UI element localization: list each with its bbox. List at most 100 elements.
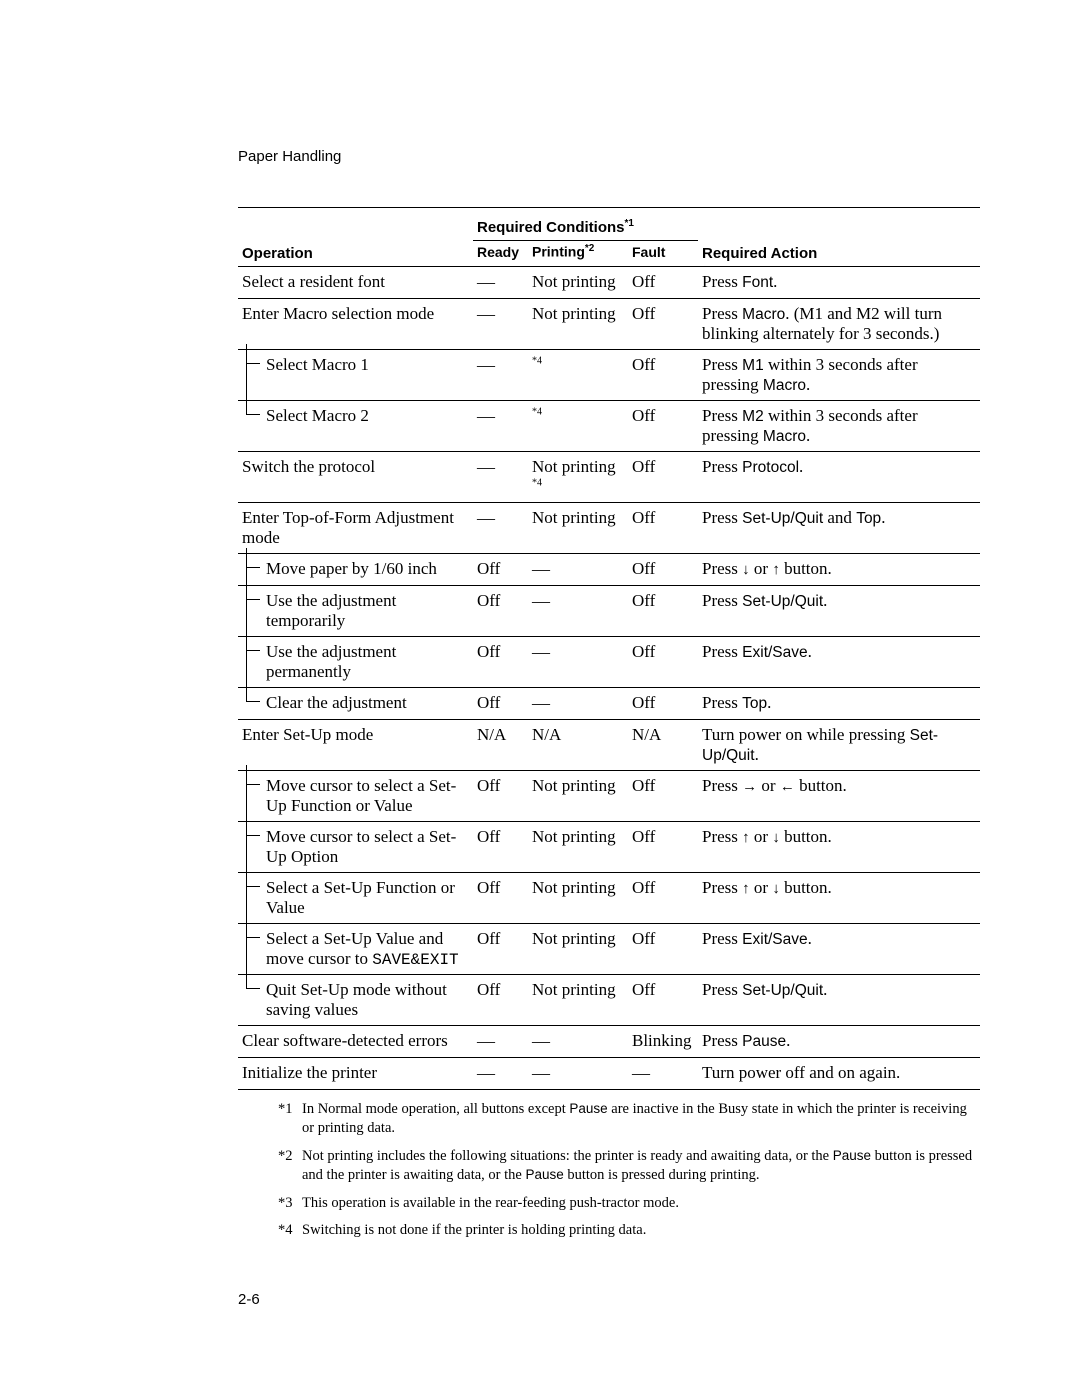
- footnote: *1 In Normal mode operation, all buttons…: [278, 1100, 980, 1139]
- cell-operation: Select a Set-Up Value and move cursor to…: [238, 923, 473, 974]
- footnotes: *1 In Normal mode operation, all buttons…: [238, 1100, 980, 1241]
- button-label: Pause: [525, 1167, 563, 1182]
- button-label: Top: [856, 510, 881, 527]
- sup: *4: [532, 355, 542, 366]
- cell-printing: *4: [528, 400, 628, 451]
- cell-operation: Clear software-detected errors: [238, 1025, 473, 1057]
- text: Press: [702, 355, 742, 374]
- footnote-mark: *3: [278, 1194, 302, 1214]
- text: .: [823, 591, 827, 610]
- button-label: Exit/Save: [742, 644, 807, 661]
- button-label: Macro: [742, 306, 785, 323]
- table-row: Clear the adjustment Off — Off Press Top…: [238, 687, 980, 719]
- table-row: Quit Set-Up mode without saving values O…: [238, 974, 980, 1025]
- cell-action: Press Top.: [698, 687, 980, 719]
- cell-operation: Enter Top-of-Form Adjustment mode: [238, 502, 473, 553]
- footnote-text: In Normal mode operation, all buttons ex…: [302, 1100, 980, 1139]
- table-row: Use the adjustment permanently Off — Off…: [238, 636, 980, 687]
- table-row: Enter Top-of-Form Adjustment mode — Not …: [238, 502, 980, 553]
- text: Press: [702, 272, 742, 291]
- cell-ready: —: [473, 502, 528, 553]
- cell-fault: Off: [628, 770, 698, 821]
- cell-printing: N/A: [528, 719, 628, 770]
- footnote-text: Switching is not done if the printer is …: [302, 1221, 646, 1241]
- cell-action: Press Exit/Save.: [698, 636, 980, 687]
- section-header: Paper Handling: [238, 148, 980, 165]
- cell-operation: Use the adjustment permanently: [238, 636, 473, 687]
- col-cond-sup: *1: [625, 218, 634, 229]
- button-label: Set-Up/Quit: [742, 593, 823, 610]
- mono-text: SAVE&EXIT: [372, 951, 458, 969]
- cell-action: Press Macro. (M1 and M2 will turn blinki…: [698, 298, 980, 349]
- table-row: Enter Macro selection mode — Not printin…: [238, 298, 980, 349]
- text: Turn power off and on again.: [702, 1063, 900, 1082]
- footnote: *3 This operation is available in the re…: [278, 1194, 980, 1214]
- text: button.: [780, 878, 832, 897]
- cell-action: Press Exit/Save.: [698, 923, 980, 974]
- table-row: Initialize the printer — — — Turn power …: [238, 1057, 980, 1089]
- sup: *4: [532, 406, 542, 417]
- cell-ready: —: [473, 298, 528, 349]
- down-arrow-icon: ↓: [772, 829, 780, 846]
- footnote: *2 Not printing includes the following s…: [278, 1147, 980, 1186]
- text: .: [808, 642, 812, 661]
- up-arrow-icon: ↑: [742, 829, 750, 846]
- table-row: Move paper by 1/60 inch Off — Off Press …: [238, 553, 980, 585]
- button-label: M2: [742, 408, 764, 425]
- cell-ready: Off: [473, 687, 528, 719]
- cell-action: Turn power off and on again.: [698, 1057, 980, 1089]
- cell-ready: —: [473, 1057, 528, 1089]
- cell-fault: Off: [628, 974, 698, 1025]
- cell-action: Press Set-Up/Quit and Top.: [698, 502, 980, 553]
- cell-ready: —: [473, 349, 528, 400]
- text: .: [806, 375, 810, 394]
- up-arrow-icon: ↑: [742, 880, 750, 897]
- cell-action: Press Font.: [698, 266, 980, 298]
- text: or: [750, 878, 773, 897]
- cell-action: Press Set-Up/Quit.: [698, 974, 980, 1025]
- button-label: M1: [742, 357, 764, 374]
- footnote: *4 Switching is not done if the printer …: [278, 1221, 980, 1241]
- cell-printing: Not printing: [528, 298, 628, 349]
- table-row: Clear software-detected errors — — Blink…: [238, 1025, 980, 1057]
- text: button.: [780, 827, 832, 846]
- cell-ready: Off: [473, 636, 528, 687]
- down-arrow-icon: ↓: [772, 880, 780, 897]
- cell-fault: Off: [628, 585, 698, 636]
- cell-fault: Off: [628, 923, 698, 974]
- cell-action: Turn power on while pressing Set-Up/Quit…: [698, 719, 980, 770]
- cell-ready: —: [473, 400, 528, 451]
- table-row: Select Macro 2 — *4 Off Press M2 within …: [238, 400, 980, 451]
- operations-table: Operation Required Conditions*1 Required…: [238, 207, 980, 1090]
- footnote-text: Not printing includes the following situ…: [302, 1147, 980, 1186]
- footnote-text: This operation is available in the rear-…: [302, 1194, 679, 1214]
- sup: *4: [532, 477, 542, 488]
- cell-printing: Not printing: [528, 974, 628, 1025]
- cell-printing: Not printing: [528, 502, 628, 553]
- text: .: [767, 693, 771, 712]
- text: .: [786, 1031, 790, 1050]
- cell-fault: Off: [628, 266, 698, 298]
- cell-fault: N/A: [628, 719, 698, 770]
- cell-action: Press → or ← button.: [698, 770, 980, 821]
- cell-operation: Initialize the printer: [238, 1057, 473, 1089]
- cell-action: Press M2 within 3 seconds after pressing…: [698, 400, 980, 451]
- col-ready: Ready: [473, 241, 528, 267]
- cell-fault: Off: [628, 451, 698, 502]
- text: Press: [702, 929, 742, 948]
- button-label: Set-Up/Quit: [742, 982, 823, 999]
- page-number: 2-6: [238, 1291, 980, 1308]
- text: .: [808, 929, 812, 948]
- cell-printing: —: [528, 687, 628, 719]
- right-arrow-icon: →: [742, 778, 757, 795]
- cell-operation: Move cursor to select a Set-Up Option: [238, 821, 473, 872]
- col-printing: Printing*2: [528, 241, 628, 267]
- cell-fault: Off: [628, 298, 698, 349]
- text: In Normal mode operation, all buttons ex…: [302, 1101, 569, 1117]
- text: Press: [702, 878, 742, 897]
- footnote-mark: *2: [278, 1147, 302, 1186]
- footnote-mark: *4: [278, 1221, 302, 1241]
- cell-action: Press Protocol.: [698, 451, 980, 502]
- table-row: Enter Set-Up mode N/A N/A N/A Turn power…: [238, 719, 980, 770]
- text: Not printing includes the following situ…: [302, 1148, 833, 1164]
